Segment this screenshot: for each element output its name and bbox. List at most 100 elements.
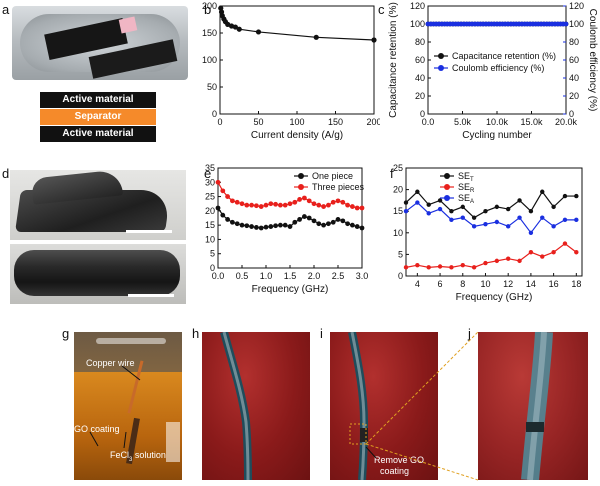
x-axis-label: Current density (A/g) bbox=[251, 130, 343, 141]
se-r-point bbox=[426, 265, 431, 270]
y-tick-label: 5 bbox=[210, 249, 215, 259]
three-pieces-point bbox=[287, 201, 293, 207]
y-tick-label: 25 bbox=[205, 192, 215, 202]
legend-marker bbox=[298, 173, 304, 179]
scale-bar bbox=[128, 294, 174, 297]
one-piece-point bbox=[287, 224, 293, 229]
se-t-point bbox=[460, 204, 465, 210]
se-t-line bbox=[405, 190, 577, 219]
three-pieces-point bbox=[306, 198, 312, 204]
three-pieces-point bbox=[254, 203, 259, 209]
x-tick-label: 2.5 bbox=[332, 271, 345, 281]
three-pieces-point bbox=[268, 201, 274, 207]
se-t-point bbox=[494, 204, 500, 210]
y-tick-label: 10 bbox=[205, 234, 215, 244]
flexible-film-photo bbox=[10, 170, 186, 240]
scale-bar bbox=[126, 230, 172, 233]
y-tick-label: 0 bbox=[420, 109, 425, 119]
three-pieces-point bbox=[345, 202, 350, 208]
y-right-tick-label: 0 bbox=[569, 109, 574, 119]
se-t-point bbox=[415, 189, 420, 194]
y-tick-label: 150 bbox=[202, 28, 217, 38]
se-t-point bbox=[562, 193, 568, 199]
se-r-point bbox=[494, 258, 500, 264]
remove-go-label: Remove GO coating bbox=[374, 455, 424, 477]
x-tick-label: 3.0 bbox=[356, 271, 369, 281]
y-tick-label: 40 bbox=[415, 73, 425, 83]
capacitance-point bbox=[232, 24, 238, 30]
electrode-photo bbox=[12, 6, 188, 80]
se-r-point bbox=[460, 263, 465, 268]
se-a-point bbox=[494, 219, 500, 225]
three-pieces-point bbox=[230, 198, 235, 204]
one-piece-point bbox=[244, 223, 250, 229]
se-t-point bbox=[471, 215, 477, 220]
se-a-point bbox=[403, 209, 409, 214]
capacitance-line bbox=[220, 8, 375, 41]
one-piece-point bbox=[330, 219, 336, 225]
y-tick-label: 60 bbox=[415, 55, 425, 65]
three-pieces-point bbox=[340, 199, 346, 205]
one-piece-point bbox=[359, 225, 365, 231]
legend-label: SEA bbox=[458, 193, 474, 205]
se-r-line bbox=[405, 242, 577, 268]
y-axis-label: Capacitance retention (%) bbox=[388, 2, 399, 118]
one-piece-point bbox=[306, 215, 312, 221]
y-tick-label: 0 bbox=[398, 271, 403, 281]
se-a-point bbox=[528, 230, 534, 235]
y-right-tick-label: 40 bbox=[569, 73, 579, 83]
three-pieces-point bbox=[311, 201, 317, 207]
one-piece-point bbox=[254, 225, 259, 230]
legend-label: SET bbox=[458, 171, 474, 183]
capacitance-point bbox=[236, 26, 242, 32]
y-tick-label: 15 bbox=[393, 206, 403, 216]
active-material-layer-top: Active material bbox=[40, 92, 156, 108]
one-piece-point bbox=[263, 224, 269, 230]
y-tick-label: 20 bbox=[205, 206, 215, 216]
one-piece-point bbox=[249, 224, 254, 229]
legend-label: Capacitance retention (%) bbox=[452, 51, 556, 61]
se-a-point bbox=[551, 224, 556, 229]
legend-marker bbox=[444, 195, 450, 201]
x-tick-label: 5.0k bbox=[454, 117, 472, 127]
se-t-point bbox=[528, 209, 534, 214]
legend-label: Three pieces bbox=[312, 182, 365, 192]
se-t-point bbox=[551, 204, 556, 210]
three-pieces-point bbox=[350, 204, 355, 209]
go-coating-label: GO coating bbox=[74, 424, 120, 434]
three-pieces-point bbox=[220, 188, 226, 194]
legend-marker bbox=[438, 53, 444, 59]
se-a-point bbox=[449, 217, 454, 223]
one-piece-point bbox=[340, 218, 346, 224]
panel-label-i: i bbox=[320, 326, 323, 341]
one-piece-point bbox=[335, 217, 341, 222]
y-right-tick-label: 60 bbox=[569, 55, 579, 65]
se-t-point bbox=[505, 206, 511, 212]
legend-label: One piece bbox=[312, 171, 353, 181]
y-tick-label: 200 bbox=[202, 1, 217, 11]
legend-marker bbox=[444, 184, 450, 190]
three-pieces-point bbox=[215, 179, 221, 185]
three-pieces-point bbox=[278, 202, 283, 208]
chart-e: 0.0 0.5 1.0 1.5 2.0 2.5 3.0 0 5 10 15 20 25 30 35 Frequ… bbox=[205, 163, 369, 295]
se-a-point bbox=[562, 217, 568, 223]
one-piece-point bbox=[234, 221, 240, 227]
y-tick-label: 20 bbox=[393, 185, 403, 195]
x-tick-label: 4 bbox=[415, 279, 420, 289]
three-pieces-point bbox=[282, 202, 288, 208]
three-pieces-point bbox=[234, 199, 240, 205]
one-piece-point bbox=[326, 221, 331, 227]
three-pieces-point bbox=[321, 204, 326, 209]
se-a-point bbox=[574, 217, 579, 223]
x-tick-label: 200 bbox=[366, 117, 380, 127]
three-pieces-point bbox=[239, 201, 245, 207]
one-piece-point bbox=[278, 222, 283, 228]
x-tick-label: 10 bbox=[480, 279, 490, 289]
x-tick-label: 1.0 bbox=[260, 271, 273, 281]
x-tick-label: 50 bbox=[253, 117, 263, 127]
active-material-layer-bottom: Active material bbox=[40, 126, 156, 142]
zoomed-wire-photo bbox=[478, 332, 588, 480]
y-tick-label: 80 bbox=[415, 37, 425, 47]
panel-label-a: a bbox=[2, 2, 10, 17]
se-r-point bbox=[403, 265, 409, 270]
